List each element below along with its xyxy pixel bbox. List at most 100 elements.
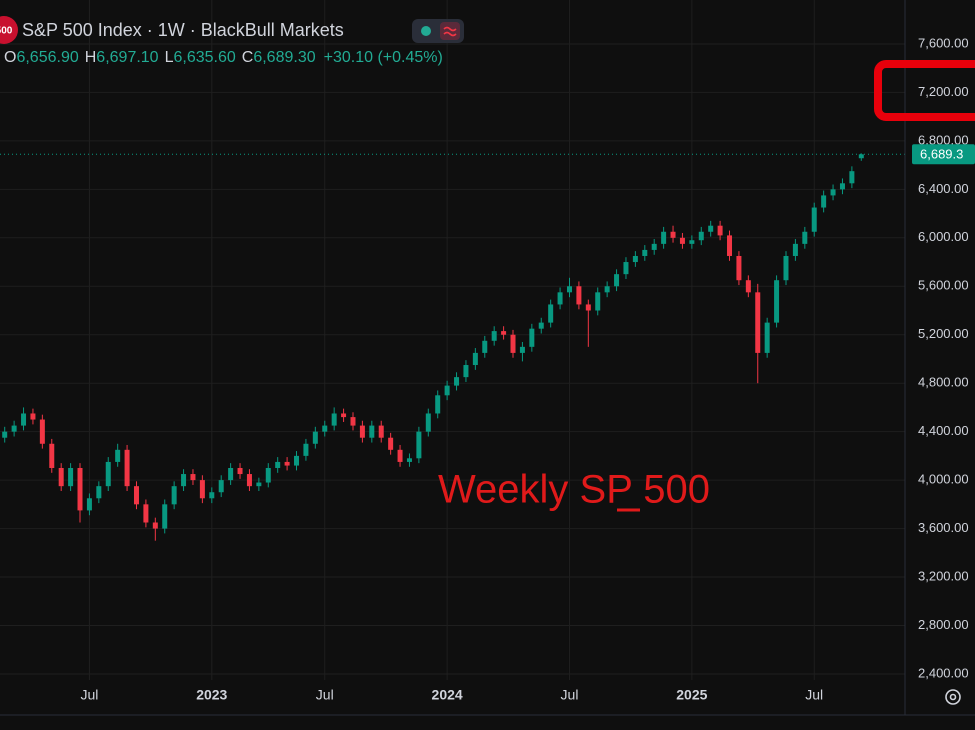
candle-body [435,395,441,414]
settings-icon[interactable] [945,689,961,705]
candle-body [661,231,667,244]
ohlc-value: 6,656.90 [16,49,78,66]
x-tick-label: 2025 [676,687,707,703]
candle-body [698,231,704,241]
candle-body [576,286,582,305]
x-tick-label: Jul [316,687,334,703]
ohlc-value: 6,635.60 [173,49,235,66]
candle-body [199,480,205,499]
candle-body [585,304,591,311]
candle-body [651,243,657,250]
candle-body [77,467,83,511]
candle-body [557,292,563,305]
candle-body [209,492,215,499]
candle-body [745,280,751,293]
candle-body [708,225,714,232]
y-axis: 2,400.00 2,800.00 3,200.00 3,600.00 4,000.00… [912,35,975,680]
candle-body [595,292,601,311]
candle-body [39,419,45,444]
candle-body [727,235,733,256]
candle-body [115,449,121,462]
y-tick-label: 3,600.00 [918,520,969,535]
candle-body [538,322,544,329]
y-tick-label: 4,800.00 [918,375,969,390]
candle-body [265,467,271,483]
candle-body [378,425,384,438]
logo-text: 500 [0,26,13,37]
candle-body [839,183,845,190]
x-tick-label: Jul [805,687,823,703]
candle-body [275,461,281,468]
candle-body [105,461,111,487]
candle-body [614,274,620,287]
x-axis: Jul 2023 Jul 2024 Jul 2025 Jul [80,687,823,703]
candle-body [482,340,488,353]
candle-body [152,522,158,529]
candle-body [736,255,742,281]
candle-body [623,262,629,275]
candle-body [68,467,74,487]
y-tick-label: 5,600.00 [918,278,969,293]
candle-body [350,417,356,426]
candle-body [425,413,431,432]
candle-body [642,249,648,256]
highlight-box [874,60,975,121]
candles [0,153,905,541]
ohlc-value: 6,689.30 [253,49,315,66]
candle-body [689,240,695,244]
candle-body [143,504,149,523]
candle-body [246,474,252,487]
candle-body [369,425,375,438]
logo [0,16,18,44]
candle-body [21,413,27,426]
candle-body [218,480,224,493]
candle-body [388,437,394,450]
candle-body [322,425,328,432]
candle-body [124,449,130,487]
candle-body [58,467,64,487]
feed-icon-bg [440,22,460,40]
y-tick-label: 6,000.00 [918,229,969,244]
candle-body [670,231,676,238]
x-tick-label: Jul [561,687,579,703]
candle-body [284,461,290,466]
x-tick-label: Jul [80,687,98,703]
candle-body [444,385,450,396]
y-tick-label: 6,400.00 [918,181,969,196]
candle-body [294,455,300,466]
candle-body [256,482,262,487]
candle-body [30,413,36,420]
candle-body [519,346,525,353]
candle-body [632,255,638,263]
x-tick-label: 2024 [432,687,463,703]
candle-body [162,504,168,529]
y-tick-label: 7,600.00 [918,35,969,50]
candle-body [86,498,92,511]
y-tick-label: 7,200.00 [918,84,969,99]
candle-body [49,443,55,468]
candle-body [548,304,554,323]
ohlc-key: L [165,49,174,66]
candle-body [2,431,8,438]
change: +30.10 (+0.45%) [324,49,443,66]
y-tick-label: 5,200.00 [918,326,969,341]
candle-body [858,154,864,159]
candle-body [501,331,507,335]
candle-body [604,286,610,293]
candle-body [237,467,243,475]
candle-body [821,195,827,208]
ohlc-value: 6,697.10 [96,49,158,66]
candle-body [312,431,318,444]
y-tick-label: 4,000.00 [918,472,969,487]
candle-body [416,431,422,459]
candle-body [190,474,196,481]
candle-body [472,352,478,366]
y-tick-label: 6,800.00 [918,132,969,147]
candle-body [331,413,337,426]
candle-body [792,243,798,256]
candle-body [491,331,497,341]
annotation: Weekly SP 500 [438,468,710,512]
last-price-label: 6,689.3 [920,147,963,162]
chart-title: S&P 500 Index · 1W · BlackBull Markets [22,20,344,40]
